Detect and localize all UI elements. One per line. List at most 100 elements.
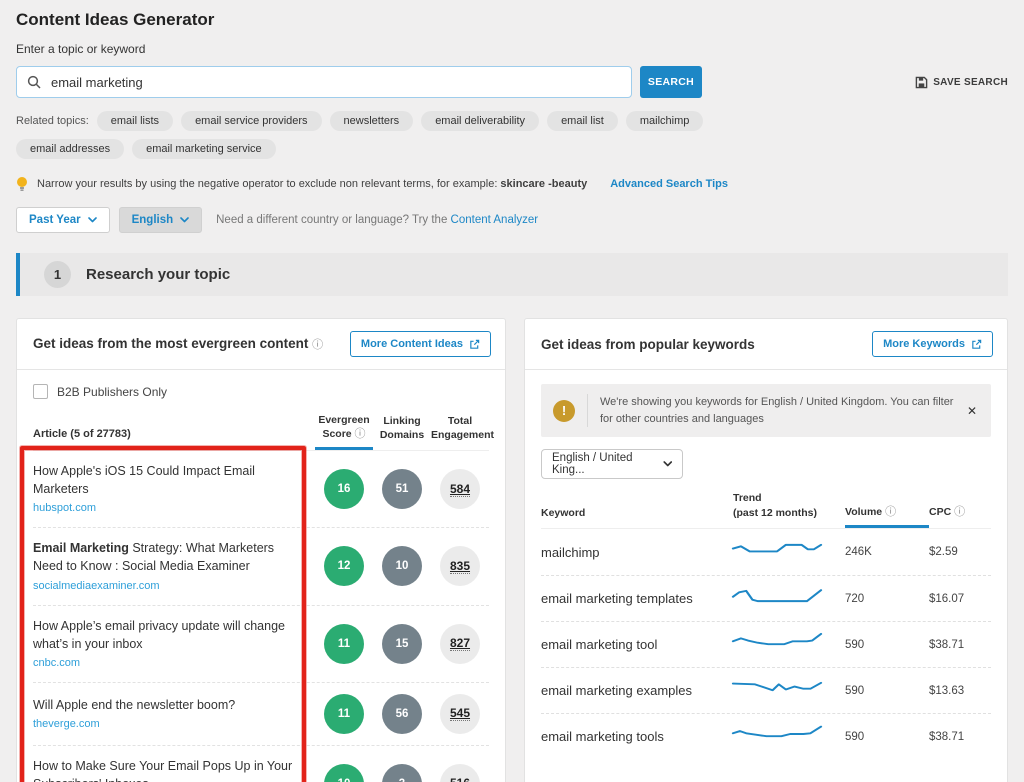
search-input-wrapper[interactable] [16,66,632,98]
info-icon[interactable]: ⓘ [954,506,965,518]
b2b-filter-row: B2B Publishers Only [33,384,489,399]
related-topic-chip[interactable]: email deliverability [421,111,539,131]
keyword-cpc: $16.07 [929,593,991,605]
search-input[interactable] [51,75,621,90]
info-icon[interactable]: ⓘ [312,339,323,351]
tip-text: Narrow your results by using the negativ… [37,178,587,190]
trend-sparkline [733,677,845,704]
column-linking-domains[interactable]: LinkingDomains [373,414,431,450]
save-search-label: SAVE SEARCH [933,77,1008,88]
external-link-icon [469,339,480,350]
save-icon [915,76,928,89]
step-number: 1 [44,261,71,288]
language-dropdown[interactable]: English [119,207,203,233]
chevron-down-icon [663,461,673,467]
keyword-row: email marketing tools 590 $38.71 [541,713,991,759]
keyword-row: email marketing tool 590 $38.71 [541,621,991,667]
keywords-panel-title: Get ideas from popular keywords [541,337,755,352]
more-content-ideas-button[interactable]: More Content Ideas [350,331,491,357]
article-title[interactable]: How Apple's iOS 15 Could Impact Email Ma… [33,462,305,498]
articles-table-header: Article (5 of 27783) Evergreen Score ⓘ L… [33,413,489,451]
total-engagement-link[interactable]: 545 [450,706,470,721]
article-domain-link[interactable]: socialmediaexaminer.com [33,580,160,592]
search-icon [27,75,41,89]
search-tip: Narrow your results by using the negativ… [16,176,1008,192]
keywords-language-value: English / United King... [552,452,663,476]
trend-sparkline [733,585,845,612]
keyword-row: email marketing templates 720 $16.07 [541,575,991,621]
article-title[interactable]: How to Make Sure Your Email Pops Up in Y… [33,757,305,782]
keyword-label[interactable]: mailchimp [541,545,733,560]
step-banner: 1 Research your topic [16,253,1008,296]
save-search-button[interactable]: SAVE SEARCH [915,76,1008,89]
keyword-cpc: $38.71 [929,731,991,743]
close-icon[interactable]: ✕ [965,404,979,418]
content-analyzer-link[interactable]: Content Analyzer [451,214,539,226]
column-keyword: Keyword [541,506,733,529]
total-engagement-link[interactable]: 835 [450,559,470,574]
keyword-volume: 246K [845,546,929,558]
total-engagement-link[interactable]: 827 [450,636,470,651]
article-title[interactable]: Will Apple end the newsletter boom? [33,696,305,714]
total-engagement-link[interactable]: 516 [450,776,470,782]
related-topics: Related topics: email lists email servic… [16,111,778,159]
keyword-label[interactable]: email marketing tool [541,637,733,652]
article-title[interactable]: How Apple’s email privacy update will ch… [33,617,305,653]
related-topic-chip[interactable]: mailchimp [626,111,704,131]
related-topic-chip[interactable]: newsletters [330,111,414,131]
evergreen-score-badge: 12 [324,546,364,586]
keyword-row: mailchimp 246K $2.59 [541,529,991,575]
related-topic-chip[interactable]: email addresses [16,139,124,159]
article-row: How Apple’s email privacy update will ch… [33,605,489,682]
article-domain-link[interactable]: theverge.com [33,718,100,730]
total-engagement-link[interactable]: 584 [450,482,470,497]
related-topics-label: Related topics: [16,115,89,127]
b2b-checkbox[interactable] [33,384,48,399]
advanced-search-tips-link[interactable]: Advanced Search Tips [610,178,728,190]
language-value: English [132,214,174,226]
keywords-locale-alert: ! We're showing you keywords for English… [541,384,991,437]
related-topic-chip[interactable]: email lists [97,111,173,131]
keyword-label[interactable]: email marketing tools [541,729,733,744]
info-icon[interactable]: ⓘ [885,506,896,518]
step-title: Research your topic [86,266,230,283]
search-button[interactable]: SEARCH [640,66,702,98]
warning-icon: ! [553,400,575,422]
filters-note: Need a different country or language? Tr… [216,214,538,226]
popular-keywords-panel: Get ideas from popular keywords More Key… [524,318,1008,782]
related-topic-chip[interactable]: email list [547,111,618,131]
article-domain-link[interactable]: hubspot.com [33,502,96,514]
keyword-label[interactable]: email marketing templates [541,591,733,606]
article-row: Email Marketing Strategy: What Marketers… [33,527,489,604]
alert-message: We're showing you keywords for English /… [600,394,965,427]
column-evergreen-score[interactable]: Evergreen Score ⓘ [315,413,373,450]
search-label: Enter a topic or keyword [16,42,1008,56]
evergreen-content-panel: Get ideas from the most evergreen conten… [16,318,506,782]
keyword-volume: 720 [845,593,929,605]
linking-domains-badge: 51 [382,469,422,509]
article-domain-link[interactable]: cnbc.com [33,657,80,669]
article-row: How Apple's iOS 15 Could Impact Email Ma… [33,451,489,527]
content-ideas-page: Content Ideas Generator Enter a topic or… [0,0,1024,782]
chevron-down-icon [88,217,97,223]
more-keywords-button[interactable]: More Keywords [872,331,993,357]
column-total-engagement[interactable]: TotalEngagement [431,414,489,450]
column-volume[interactable]: Volume ⓘ [845,505,929,528]
trend-sparkline [733,723,845,750]
b2b-checkbox-label: B2B Publishers Only [57,385,167,399]
divider [587,394,588,427]
keyword-volume: 590 [845,685,929,697]
keyword-label[interactable]: email marketing examples [541,683,733,698]
column-cpc[interactable]: CPC ⓘ [929,505,991,528]
time-range-dropdown[interactable]: Past Year [16,207,110,233]
article-row: How to Make Sure Your Email Pops Up in Y… [33,745,489,782]
related-topic-chip[interactable]: email service providers [181,111,321,131]
info-icon[interactable]: ⓘ [355,428,366,440]
related-topic-chip[interactable]: email marketing service [132,139,276,159]
evergreen-score-badge: 11 [324,694,364,734]
keywords-language-dropdown[interactable]: English / United King... [541,449,683,479]
keyword-volume: 590 [845,639,929,651]
article-title[interactable]: Email Marketing Strategy: What Marketers… [33,539,305,575]
lightbulb-icon [16,176,28,192]
evergreen-score-badge: 16 [324,469,364,509]
